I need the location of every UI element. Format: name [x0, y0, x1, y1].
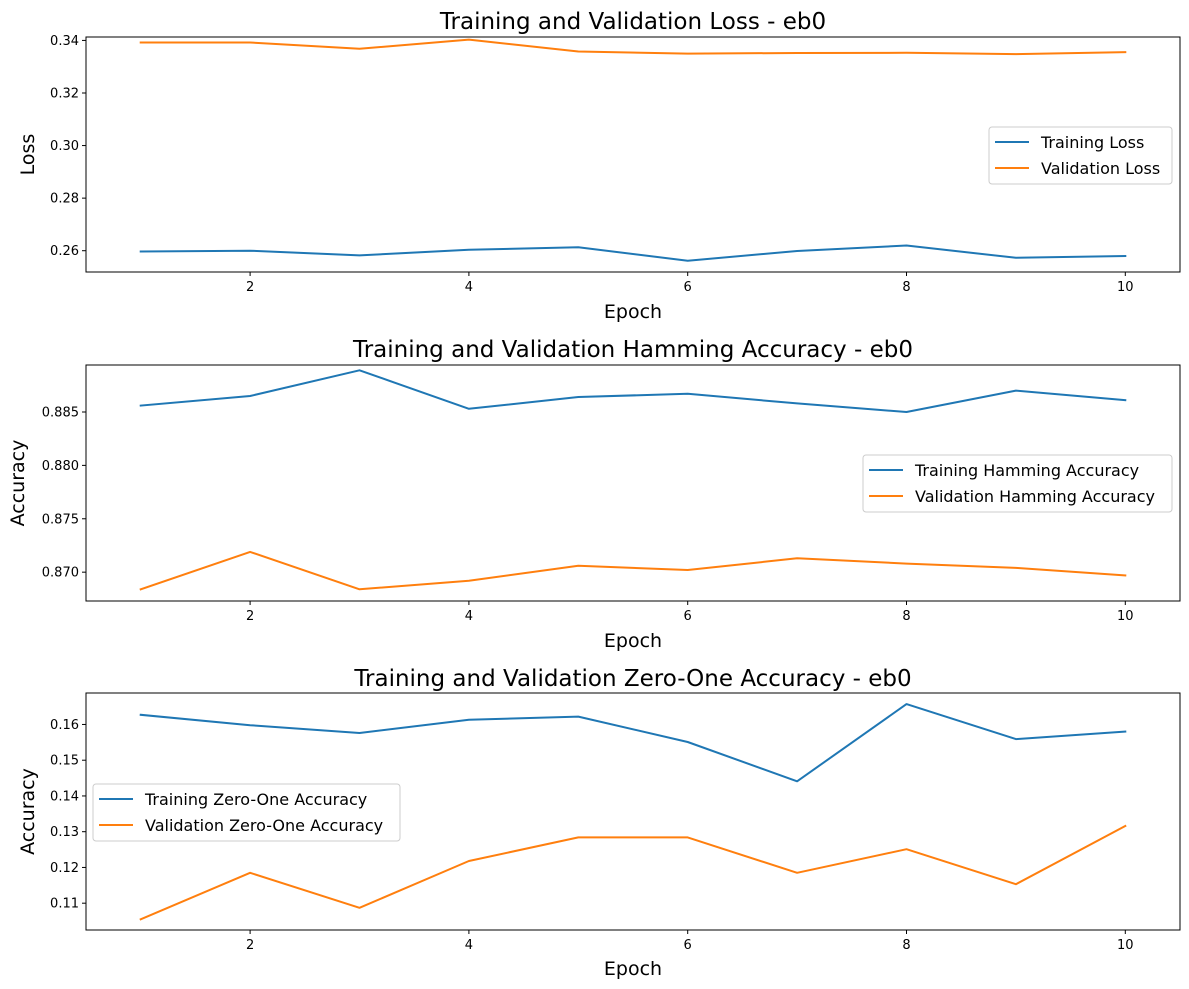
series-line-validation [139, 38, 1127, 56]
chart-title: Training and Validation Loss - eb0 [439, 9, 826, 35]
series-line-validation [139, 550, 1127, 591]
legend-label: Training Loss [1040, 133, 1144, 152]
legend-box [92, 783, 401, 842]
x-tick-label: 8 [902, 938, 910, 953]
legend-label: Validation Loss [1041, 159, 1160, 178]
y-axis-label: Accuracy [17, 768, 39, 855]
plot-frame [85, 364, 1181, 602]
legend: Training Hamming Accuracy Validation Hamm… [862, 454, 1173, 513]
x-tick-label: 4 [465, 938, 473, 953]
x-tick-label: 2 [246, 280, 254, 295]
y-axis-label: Accuracy [7, 440, 29, 527]
y-tick-label: 0.34 [50, 34, 79, 49]
x-axis-label: Epoch [604, 630, 662, 652]
y-tick-label: 0.11 [50, 897, 79, 912]
y-tick-label: 0.32 [50, 86, 79, 101]
series-line-validation [139, 824, 1127, 921]
legend: Training Loss Validation Loss [988, 126, 1173, 185]
x-tick-label: 2 [246, 938, 254, 953]
x-tick-label: 4 [465, 280, 473, 295]
series-line-training [139, 369, 1127, 413]
y-tick-label: 0.12 [50, 861, 79, 876]
chart-title: Training and Validation Zero-One Accurac… [353, 666, 911, 692]
y-axis-label: Loss [17, 134, 39, 176]
y-tick-label: 0.885 [42, 405, 79, 420]
x-tick-label: 6 [684, 280, 692, 295]
legend-label: Training Hamming Accuracy [914, 461, 1139, 480]
x-tick-label: 6 [684, 938, 692, 953]
y-tick-label: 0.15 [50, 754, 79, 769]
legend-box [862, 454, 1173, 513]
x-tick-label: 4 [465, 609, 473, 624]
legend-box [988, 126, 1173, 185]
plot-frame [85, 692, 1181, 931]
y-tick-label: 0.875 [42, 512, 79, 527]
x-tick-label: 8 [902, 609, 910, 624]
y-tick-label: 0.13 [50, 825, 79, 840]
x-axis-label: Epoch [604, 958, 662, 980]
x-tick-label: 10 [1117, 609, 1134, 624]
legend: Training Zero-One Accuracy Validation Zer… [92, 783, 401, 842]
chart-panel-2: Training and Validation Hamming Accuracy… [7, 337, 1181, 652]
chart-title: Training and Validation Hamming Accuracy… [352, 337, 913, 363]
y-tick-label: 0.880 [42, 459, 79, 474]
y-tick-label: 0.30 [50, 139, 79, 154]
legend-label: Validation Zero-One Accuracy [145, 816, 383, 835]
series-line-training [139, 244, 1127, 262]
plot-frame [85, 36, 1181, 273]
y-tick-label: 0.16 [50, 718, 79, 733]
legend-label: Validation Hamming Accuracy [915, 487, 1155, 506]
chart-panel-1: Training and Validation Loss - eb0 2 4 6 8 10… [17, 9, 1181, 323]
y-tick-label: 0.28 [50, 192, 79, 207]
series-line-training [139, 703, 1127, 783]
x-tick-label: 8 [902, 280, 910, 295]
legend-label: Training Zero-One Accuracy [144, 790, 367, 809]
x-tick-label: 2 [246, 609, 254, 624]
x-tick-label: 6 [684, 609, 692, 624]
y-tick-label: 0.26 [50, 244, 79, 259]
y-tick-label: 0.870 [42, 566, 79, 581]
chart-panel-3: Training and Validation Zero-One Accurac… [17, 666, 1181, 980]
x-tick-label: 10 [1117, 280, 1134, 295]
x-tick-label: 10 [1117, 938, 1134, 953]
x-axis-label: Epoch [604, 301, 662, 323]
y-tick-label: 0.14 [50, 789, 79, 804]
